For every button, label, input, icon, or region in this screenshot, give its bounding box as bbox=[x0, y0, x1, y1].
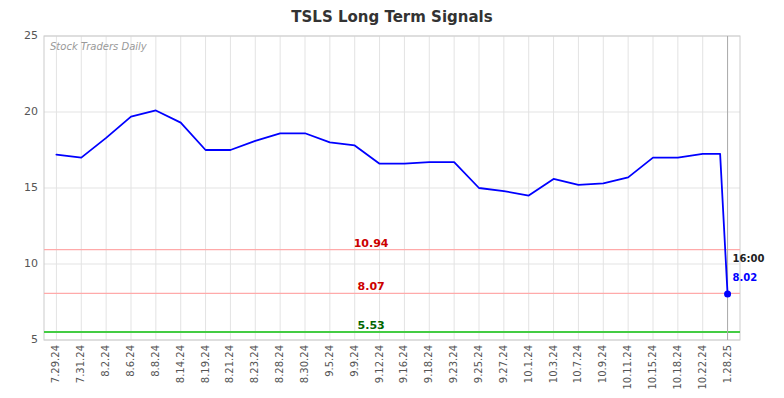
x-grid-line bbox=[106, 36, 107, 340]
y-tick-label: 15 bbox=[24, 181, 38, 194]
plot-frame bbox=[44, 36, 740, 340]
x-grid-line bbox=[230, 36, 231, 340]
x-grid-line bbox=[56, 36, 57, 340]
watermark: Stock Traders Daily bbox=[50, 41, 148, 52]
x-tick-label: 9.23.24 bbox=[448, 345, 459, 383]
x-grid-line bbox=[404, 36, 405, 340]
x-grid-line bbox=[677, 36, 678, 340]
x-grid-line bbox=[81, 36, 82, 340]
x-grid-line bbox=[131, 36, 132, 340]
x-tick-label: 8.23.24 bbox=[249, 345, 260, 383]
grid bbox=[44, 36, 740, 340]
level-line bbox=[44, 331, 740, 333]
x-tick-label: 8.2.24 bbox=[100, 345, 111, 377]
x-grid-line bbox=[603, 36, 604, 340]
x-tick-label: 9.25.24 bbox=[473, 345, 484, 383]
x-tick-label: 8.6.24 bbox=[125, 345, 136, 377]
x-grid-line bbox=[528, 36, 529, 340]
x-tick-label: 9.16.24 bbox=[398, 345, 409, 383]
level-label: 10.94 bbox=[354, 237, 389, 250]
x-grid-line bbox=[379, 36, 380, 340]
x-grid-line bbox=[205, 36, 206, 340]
x-tick-label: 9.9.24 bbox=[349, 345, 360, 377]
x-grid-line bbox=[155, 36, 156, 340]
level-label: 8.07 bbox=[358, 280, 385, 293]
x-grid-line bbox=[255, 36, 256, 340]
x-tick-label: 7.29.24 bbox=[50, 345, 61, 383]
x-tick-label: 10.9.24 bbox=[597, 345, 608, 383]
x-grid-line bbox=[429, 36, 430, 340]
x-tick-label: 7.31.24 bbox=[75, 345, 86, 383]
x-grid-line bbox=[329, 36, 330, 340]
chart: TSLS Long Term Signals 5 10 15 20 25 7.29.24 7.… bbox=[0, 0, 784, 398]
x-tick-label: 10.3.24 bbox=[548, 345, 559, 383]
x-tick-label: 10.18.24 bbox=[672, 345, 683, 390]
x-grid-line bbox=[180, 36, 181, 340]
annotation: 16:00 bbox=[733, 253, 765, 264]
x-grid-line bbox=[503, 36, 504, 340]
x-tick-label: 10.11.24 bbox=[622, 345, 633, 390]
y-tick-label: 5 bbox=[31, 333, 38, 346]
x-tick-label: 8.14.24 bbox=[175, 345, 186, 383]
x-grid-line bbox=[354, 36, 355, 340]
annotation: 8.02 bbox=[733, 272, 758, 283]
x-grid-line bbox=[454, 36, 455, 340]
price-line bbox=[56, 110, 727, 294]
x-grid-line bbox=[702, 36, 703, 340]
x-tick-label: 8.8.24 bbox=[150, 345, 161, 377]
x-tick-label: 10.15.24 bbox=[647, 345, 658, 390]
x-tick-label: 9.5.24 bbox=[324, 345, 335, 377]
y-grid-line bbox=[44, 264, 740, 265]
x-tick-label: 9.12.24 bbox=[374, 345, 385, 383]
x-grid-line bbox=[578, 36, 579, 340]
x-tick-label: 10.22.24 bbox=[697, 345, 708, 390]
x-grid-line bbox=[553, 36, 554, 340]
x-tick-label: 9.27.24 bbox=[498, 345, 509, 383]
y-grid-line bbox=[44, 188, 740, 189]
y-tick-label: 10 bbox=[24, 257, 38, 270]
x-tick-label: 8.19.24 bbox=[200, 345, 211, 383]
last-point bbox=[724, 291, 731, 298]
x-tick-label: 9.18.24 bbox=[423, 345, 434, 383]
level-line bbox=[44, 293, 740, 294]
y-tick-label: 25 bbox=[24, 29, 38, 42]
level-label: 5.53 bbox=[358, 319, 385, 332]
x-tick-label: 8.21.24 bbox=[224, 345, 235, 383]
x-grid-line bbox=[280, 36, 281, 340]
title: TSLS Long Term Signals bbox=[291, 8, 492, 26]
x-tick-label: 1.28.25 bbox=[722, 345, 733, 383]
x-tick-label: 8.30.24 bbox=[299, 345, 310, 383]
x-tick-label: 10.1.24 bbox=[523, 345, 534, 383]
x-grid-line bbox=[305, 36, 306, 340]
plot-area bbox=[44, 36, 740, 340]
level-line bbox=[44, 249, 740, 250]
x-tick-label: 8.28.24 bbox=[274, 345, 285, 383]
x-tick-label: 10.7.24 bbox=[572, 345, 583, 383]
x-grid-line bbox=[653, 36, 654, 340]
y-tick-label: 20 bbox=[24, 105, 38, 118]
x-grid-line bbox=[628, 36, 629, 340]
